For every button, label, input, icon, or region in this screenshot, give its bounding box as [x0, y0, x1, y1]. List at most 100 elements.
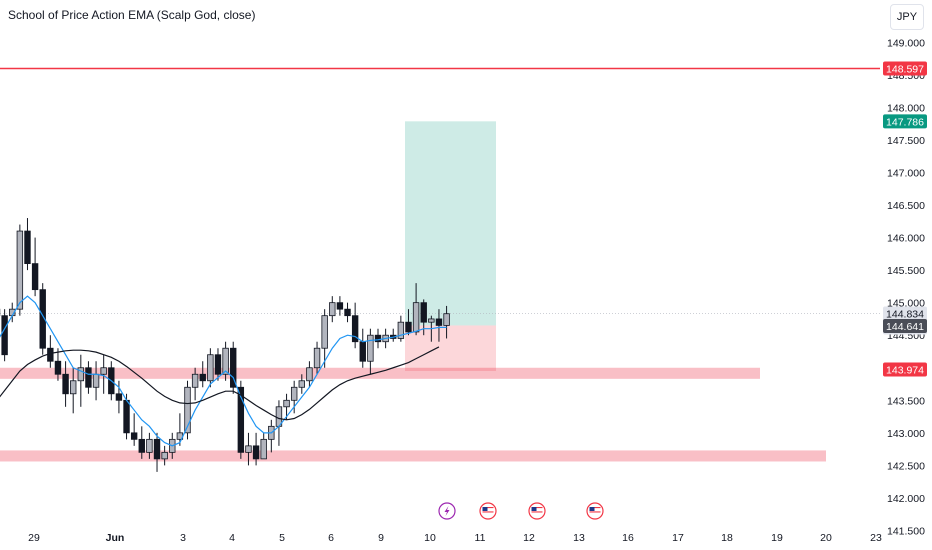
candle-body — [100, 367, 107, 375]
candle-body — [428, 318, 435, 323]
time-tick-label: 20 — [820, 532, 832, 544]
candle-body — [1, 315, 8, 356]
candle — [435, 309, 443, 342]
candle — [184, 380, 191, 440]
candle — [412, 283, 420, 336]
candle-body — [435, 318, 443, 326]
us-flag-icon[interactable] — [479, 502, 497, 520]
time-tick-label: 3 — [180, 532, 186, 544]
candles-layer — [0, 218, 450, 472]
time-tick-label: 19 — [771, 532, 783, 544]
candle — [367, 328, 374, 375]
time-tick-label: 6 — [328, 532, 334, 544]
flag-stripe — [531, 507, 543, 509]
stop-price-badge: 143.974 — [883, 362, 927, 377]
candle — [405, 309, 412, 336]
stop-price-badge-bg — [883, 362, 927, 377]
support-zone-upper — [0, 367, 760, 379]
flag-icon-ring — [528, 502, 546, 520]
time-tick-label: 10 — [424, 532, 436, 544]
candle — [268, 419, 275, 453]
flag-canton — [589, 507, 595, 511]
time-tick-label: 4 — [229, 532, 235, 544]
candle-body — [115, 393, 123, 401]
candle-body — [336, 302, 344, 310]
ema-value-text: 144.641 — [886, 321, 924, 333]
candle-body — [283, 399, 290, 408]
time-tick-label: 23 — [870, 532, 882, 544]
candle — [47, 335, 54, 368]
candle — [283, 393, 290, 420]
candle — [344, 302, 351, 323]
candle-body — [405, 321, 412, 333]
candle-body — [397, 321, 405, 339]
target-price-badge-text: 147.786 — [886, 116, 924, 128]
candle-body — [62, 373, 69, 395]
candle-body — [146, 438, 153, 453]
candle — [359, 328, 366, 368]
price-tick-label: 145.500 — [887, 265, 925, 277]
candle-body — [420, 302, 427, 323]
candle — [138, 426, 145, 459]
candle-body — [39, 289, 46, 349]
lightning-icon[interactable] — [438, 502, 456, 520]
time-tick-label: 17 — [672, 532, 684, 544]
candle — [70, 367, 77, 414]
ema-value-bg — [883, 319, 927, 334]
ema-layer — [0, 295, 447, 447]
candle-body — [252, 445, 260, 460]
candle-body — [367, 334, 374, 362]
flag-stripe — [482, 509, 494, 511]
candle — [54, 348, 62, 381]
candle-body — [374, 334, 382, 343]
resistance-price-badge: 148.597 — [883, 61, 927, 76]
candle — [100, 354, 107, 394]
time-tick-label: 13 — [573, 532, 585, 544]
candle-body — [214, 354, 222, 375]
price-tick-label: 146.500 — [887, 200, 925, 212]
candle-body — [344, 308, 351, 317]
time-tick-label: 16 — [622, 532, 634, 544]
time-tick-label: 29 — [28, 532, 40, 544]
flag-stripe — [589, 511, 601, 513]
target-price-badge: 147.786 — [883, 114, 927, 129]
lightning-icon-bolt — [444, 506, 450, 516]
candle-body — [184, 386, 191, 434]
candle — [321, 309, 328, 368]
candle-body — [16, 230, 24, 310]
currency-button[interactable]: JPY — [890, 4, 924, 30]
candle — [31, 237, 39, 297]
flag-icon-ring — [479, 502, 497, 520]
us-flag-icon[interactable] — [586, 502, 604, 520]
candle — [153, 432, 161, 472]
candle-body — [359, 341, 366, 362]
time-tick-label: 5 — [279, 532, 285, 544]
candle — [252, 432, 260, 466]
candle — [24, 218, 31, 271]
candle-body — [70, 380, 77, 395]
candle-body — [207, 354, 214, 382]
time-tick-label: Jun — [106, 532, 125, 544]
candle-body — [138, 438, 145, 453]
candle-body — [313, 347, 321, 369]
flag-stripe — [531, 509, 543, 511]
flag-stripe — [589, 509, 601, 511]
candle-body — [92, 373, 100, 388]
candle — [199, 361, 206, 388]
candle — [161, 445, 168, 466]
us-flag-icon[interactable] — [528, 502, 546, 520]
time-tick-label: 11 — [475, 532, 486, 544]
flag-stripe — [531, 511, 543, 513]
candle — [16, 224, 24, 316]
flag-icon-ring — [586, 502, 604, 520]
chart-title: School of Price Action EMA (Scalp God, c… — [8, 8, 256, 22]
candle-body — [161, 451, 168, 460]
candle-body — [230, 347, 237, 388]
candle — [222, 341, 229, 381]
flag-canton — [482, 507, 488, 511]
candle — [176, 413, 184, 446]
candle — [115, 380, 123, 414]
ema-value-badge: 144.641 — [883, 319, 927, 334]
ema-fast-line — [0, 295, 447, 447]
